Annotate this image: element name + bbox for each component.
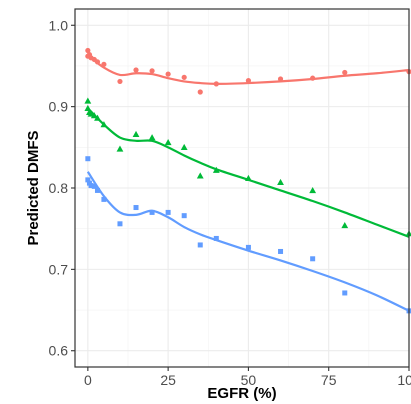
data-point xyxy=(181,74,187,80)
x-tick-label: 75 xyxy=(321,372,337,388)
x-tick-label: 25 xyxy=(160,372,176,388)
data-point xyxy=(213,81,219,87)
data-point xyxy=(165,209,171,215)
y-tick-label: 1.0 xyxy=(49,17,69,33)
axes: 0 25 50 75 100 0.6 0.7 0.8 0.9 1.0 xyxy=(49,17,411,388)
data-point xyxy=(117,221,123,227)
data-point xyxy=(94,59,101,65)
x-axis-title: EGFR (%) xyxy=(207,385,276,402)
series-2-smooth-line xyxy=(87,107,410,238)
data-point xyxy=(181,213,187,219)
series-2 xyxy=(84,97,411,238)
data-point xyxy=(85,47,91,54)
series-1-smooth-line xyxy=(87,54,410,85)
series-layer xyxy=(84,47,411,314)
x-tick-label: 50 xyxy=(241,372,257,388)
data-point xyxy=(278,248,284,254)
grid xyxy=(75,9,410,367)
y-tick-label: 0.8 xyxy=(49,180,69,196)
data-point xyxy=(91,183,97,189)
data-point xyxy=(405,230,411,237)
data-point xyxy=(90,112,98,119)
data-point xyxy=(197,89,203,95)
data-point xyxy=(100,121,108,128)
data-point xyxy=(148,134,156,141)
data-point xyxy=(133,67,139,73)
data-point xyxy=(212,166,220,173)
data-point xyxy=(132,130,140,138)
data-point xyxy=(309,187,317,194)
data-point xyxy=(84,97,92,104)
data-point xyxy=(245,78,252,84)
y-axis-title: Predicted DMFS xyxy=(25,130,42,245)
data-point xyxy=(341,222,349,229)
data-point xyxy=(342,290,348,296)
data-point xyxy=(277,178,284,186)
data-point xyxy=(164,139,172,146)
data-point xyxy=(85,177,91,183)
data-point xyxy=(213,235,219,241)
data-point xyxy=(197,242,203,248)
data-point xyxy=(117,78,123,85)
series-1 xyxy=(85,47,411,95)
data-point xyxy=(116,145,124,152)
data-point xyxy=(310,256,316,262)
data-point xyxy=(277,76,284,82)
data-point xyxy=(245,244,251,250)
data-point xyxy=(180,143,188,151)
data-point xyxy=(310,75,316,81)
data-point xyxy=(342,69,348,76)
data-point xyxy=(101,196,107,202)
data-point xyxy=(85,156,91,162)
data-point xyxy=(94,187,100,193)
y-tick-label: 0.6 xyxy=(49,343,69,359)
data-point xyxy=(88,183,94,189)
y-tick-label: 0.9 xyxy=(49,99,69,115)
data-point xyxy=(149,209,155,215)
data-point xyxy=(165,71,171,77)
x-tick-label: 0 xyxy=(84,372,92,388)
data-point xyxy=(149,68,155,74)
data-point xyxy=(94,114,101,121)
data-point xyxy=(101,61,107,67)
data-point xyxy=(196,172,204,179)
data-point xyxy=(245,174,252,181)
data-point xyxy=(133,205,139,211)
x-tick-label: 100 xyxy=(397,372,411,388)
series-3-smooth-line xyxy=(86,171,410,312)
y-tick-label: 0.7 xyxy=(49,261,69,277)
